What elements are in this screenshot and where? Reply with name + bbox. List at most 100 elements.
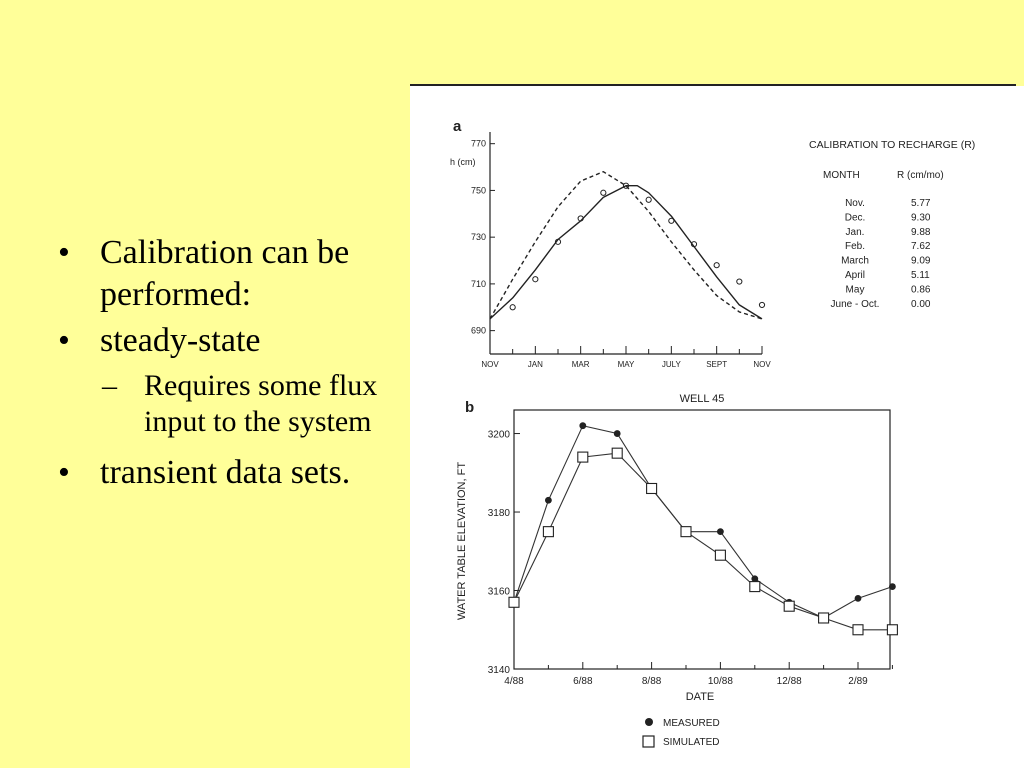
table-month-cell: Dec. xyxy=(845,212,866,223)
measured-point xyxy=(889,583,896,590)
recharge-table: CALIBRATION TO RECHARGE (R) MONTH R (cm/… xyxy=(809,139,975,310)
bullet-text: transient data sets. xyxy=(100,454,351,491)
bullet-text: steady-state xyxy=(100,322,261,359)
panel-b-legend: MEASURED SIMULATED xyxy=(642,718,720,748)
simulated-point xyxy=(886,624,898,636)
bullet-text: Calibration can be performed: xyxy=(100,234,350,313)
figure-top-rule xyxy=(410,84,1016,86)
measured-point xyxy=(545,496,552,504)
simulated-point xyxy=(542,526,554,538)
panel-a-x-tick-label: MAR xyxy=(572,360,590,369)
panel-a-data-point xyxy=(758,301,766,309)
simulated-point xyxy=(611,447,623,459)
panel-a-solid-line xyxy=(489,185,763,320)
panel-b-y-tick-label: 3140 xyxy=(488,665,511,676)
panel-b-x-tick-label: 12/88 xyxy=(777,676,802,687)
simulated-point xyxy=(508,596,520,608)
table-value-cell: 0.00 xyxy=(911,299,931,310)
panel-b-plot xyxy=(508,422,898,636)
panel-b-x-tick-label: 8/88 xyxy=(642,676,662,687)
bullet-dot: • xyxy=(58,454,70,491)
panel-b-label: b xyxy=(465,399,474,416)
simulated-point xyxy=(783,600,795,612)
panel-a-y-tick-label: 710 xyxy=(471,279,486,289)
panel-a-axes: 690 710 730 750 770 NOV JAN MAR MAY JULY SEPT NOV xyxy=(471,132,771,369)
table-value-cell: 9.09 xyxy=(911,256,931,267)
simulated-point xyxy=(749,581,761,593)
bullet-item: • steady-state xyxy=(58,320,398,362)
table-value-cell: 7.62 xyxy=(911,241,931,252)
panel-a-y-tick-label: 770 xyxy=(471,139,486,149)
legend-measured-label: MEASURED xyxy=(663,718,720,729)
simulated-line xyxy=(513,452,893,631)
panel-b-x-tick-label: 6/88 xyxy=(573,676,593,687)
simulated-point xyxy=(577,451,589,463)
table-month-cell: Feb. xyxy=(845,241,865,252)
table-value-cell: 0.86 xyxy=(911,284,931,295)
table-month-cell: May xyxy=(846,284,865,295)
sub-bullet-item: – Requires some flux input to the system xyxy=(102,368,398,440)
table-value-cell: 5.11 xyxy=(911,270,930,281)
panel-b-ylabel: WATER TABLE ELEVATION, FT xyxy=(456,462,468,620)
panel-b-frame xyxy=(513,409,891,670)
panel-b-x-tick-label: 4/88 xyxy=(504,676,524,687)
table-month-cell: Jan. xyxy=(846,227,865,238)
legend-measured-marker xyxy=(645,718,653,726)
measured-point xyxy=(717,528,724,536)
sub-bullet-dash: – xyxy=(102,369,117,402)
panel-b-axes: 3140 3160 3180 3200 4/88 6/88 8/88 10/88 12/88 2/… xyxy=(488,409,893,687)
panel-a-x-tick-label: MAY xyxy=(618,360,635,369)
panel-a-data-point xyxy=(736,278,743,285)
panel-b-xlabel: DATE xyxy=(686,691,715,703)
legend-simulated-marker xyxy=(642,735,655,748)
simulated-point xyxy=(852,624,864,636)
panel-a-x-tick-label: JAN xyxy=(528,360,543,369)
table-month-cell: March xyxy=(841,256,869,267)
panel-a-data-point xyxy=(713,262,720,269)
table-month-cell: April xyxy=(845,270,865,281)
table-title: CALIBRATION TO RECHARGE (R) xyxy=(809,139,975,151)
bullet-item: • transient data sets. xyxy=(58,452,398,494)
panel-b-y-tick-label: 3200 xyxy=(488,430,511,441)
simulated-point xyxy=(646,482,658,495)
measured-point xyxy=(613,430,621,437)
panel-a-x-tick-label: JULY xyxy=(662,360,682,369)
simulated-point xyxy=(714,549,726,561)
figure-panel: a h (cm) 690 710 730 750 770 NOV JAN MAR MAY JULY… xyxy=(410,86,1024,768)
bullet-item: • Calibration can be performed: xyxy=(58,232,398,316)
legend-simulated-label: SIMULATED xyxy=(663,737,720,748)
measured-point xyxy=(751,575,759,583)
panel-a-y-tick-label: 690 xyxy=(471,326,486,336)
panel-a-data-point xyxy=(668,217,675,224)
panel-b-x-tick-label: 10/88 xyxy=(708,676,733,687)
panel-a-data-point xyxy=(509,304,516,311)
panel-a-data-point xyxy=(532,276,539,283)
table-col-month: MONTH xyxy=(823,170,860,181)
panel-b-title: WELL 45 xyxy=(680,393,725,405)
panel-a-data-point xyxy=(645,196,652,203)
simulated-point xyxy=(818,612,830,624)
table-col-r: R (cm/mo) xyxy=(897,170,944,181)
table-value-cell: 5.77 xyxy=(911,198,931,209)
measured-line xyxy=(513,425,893,619)
panel-a-y-tick-label: 730 xyxy=(471,232,486,242)
figure-svg: a h (cm) 690 710 730 750 770 NOV JAN MAR MAY JULY… xyxy=(450,118,975,748)
table-value-cell: 9.88 xyxy=(911,227,931,238)
measured-point xyxy=(579,422,587,430)
table-month-cell: June - Oct. xyxy=(831,299,880,310)
bullet-dot: • xyxy=(58,234,70,271)
panel-a-ylabel: h (cm) xyxy=(450,157,476,167)
panel-a-dashed-line xyxy=(489,171,763,320)
measured-point xyxy=(854,594,862,602)
bullet-list: • Calibration can be performed: • steady… xyxy=(58,232,398,498)
panel-a-x-tick-label: SEPT xyxy=(706,360,727,369)
table-month-cell: Nov. xyxy=(845,198,865,209)
panel-a-data-point xyxy=(600,189,607,196)
panel-b-y-tick-label: 3160 xyxy=(488,587,511,598)
table-value-cell: 9.30 xyxy=(911,212,931,223)
panel-b-x-tick-label: 2/89 xyxy=(848,676,868,687)
panel-a-x-tick-label: NOV xyxy=(753,360,771,369)
bullet-dot: • xyxy=(58,322,70,359)
panel-a-plot xyxy=(489,171,766,320)
panel-a-label: a xyxy=(453,118,462,135)
